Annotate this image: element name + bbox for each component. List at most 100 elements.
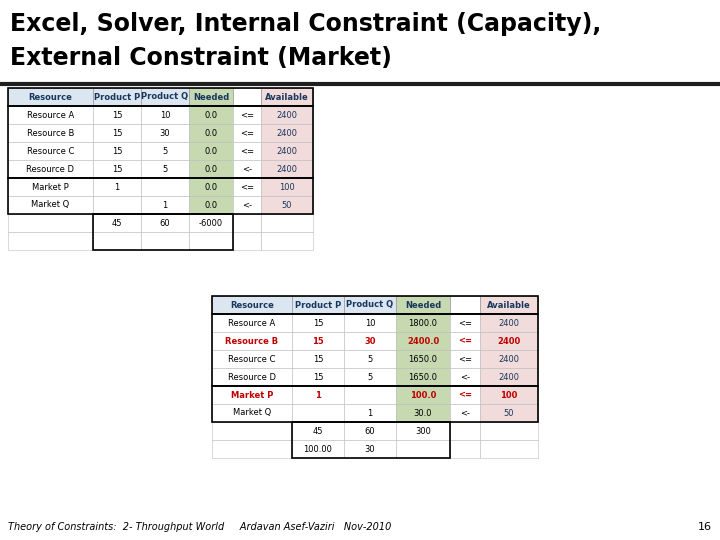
Bar <box>93 106 141 124</box>
Bar <box>292 350 344 368</box>
Bar <box>450 296 480 314</box>
Text: 0.0: 0.0 <box>204 200 217 210</box>
Bar <box>212 422 292 440</box>
Bar <box>344 314 396 332</box>
Bar <box>141 106 189 124</box>
Bar <box>93 142 141 160</box>
Bar <box>212 386 538 422</box>
Bar <box>233 106 261 124</box>
Text: 50: 50 <box>504 408 514 417</box>
Bar <box>396 440 450 458</box>
Bar <box>292 422 344 440</box>
Text: 2400: 2400 <box>498 319 520 327</box>
Text: Market P: Market P <box>32 183 69 192</box>
Bar <box>480 422 538 440</box>
Bar <box>212 350 292 368</box>
Bar <box>261 214 313 232</box>
Bar <box>292 404 344 422</box>
Bar <box>344 386 396 404</box>
Bar <box>212 314 292 332</box>
Bar <box>450 314 480 332</box>
Bar <box>8 232 93 250</box>
Text: 2400: 2400 <box>276 129 297 138</box>
Text: Resource A: Resource A <box>27 111 74 119</box>
Text: 1: 1 <box>367 408 373 417</box>
Bar <box>396 314 450 332</box>
Text: Needed: Needed <box>193 92 229 102</box>
Bar <box>189 196 233 214</box>
Bar <box>233 160 261 178</box>
Text: 300: 300 <box>415 427 431 435</box>
Bar <box>8 88 93 106</box>
Bar <box>450 422 480 440</box>
Text: 16: 16 <box>698 522 712 532</box>
Bar <box>141 88 189 106</box>
Text: Product Q: Product Q <box>346 300 394 309</box>
Bar <box>8 124 93 142</box>
Text: 10: 10 <box>160 111 170 119</box>
Text: 5: 5 <box>163 165 168 173</box>
Bar <box>8 178 313 214</box>
Bar <box>189 178 233 196</box>
Bar <box>344 368 396 386</box>
Text: 1: 1 <box>163 200 168 210</box>
Bar <box>141 142 189 160</box>
Bar <box>396 296 450 314</box>
Text: Product Q: Product Q <box>141 92 189 102</box>
Bar <box>8 106 313 178</box>
Text: 2400.0: 2400.0 <box>407 336 439 346</box>
Text: Resource D: Resource D <box>27 165 74 173</box>
Bar <box>141 196 189 214</box>
Bar <box>93 88 141 106</box>
Text: <=: <= <box>240 129 254 138</box>
Text: 45: 45 <box>312 427 323 435</box>
Text: 2400: 2400 <box>276 146 297 156</box>
Text: 1650.0: 1650.0 <box>408 354 438 363</box>
Bar <box>261 124 313 142</box>
Text: Product P: Product P <box>295 300 341 309</box>
Text: Product P: Product P <box>94 92 140 102</box>
Bar <box>344 296 396 314</box>
Bar <box>189 214 233 232</box>
Text: Resource: Resource <box>29 92 73 102</box>
Bar <box>8 106 93 124</box>
Bar <box>292 368 344 386</box>
Bar <box>344 350 396 368</box>
Text: Market Q: Market Q <box>32 200 70 210</box>
Text: <=: <= <box>240 111 254 119</box>
Bar <box>292 332 344 350</box>
Bar <box>233 142 261 160</box>
Text: 0.0: 0.0 <box>204 183 217 192</box>
Text: 2400: 2400 <box>276 111 297 119</box>
Text: 5: 5 <box>163 146 168 156</box>
Bar <box>450 332 480 350</box>
Bar <box>141 178 189 196</box>
Text: 10: 10 <box>365 319 375 327</box>
Text: 30.0: 30.0 <box>414 408 432 417</box>
Text: 30: 30 <box>160 129 171 138</box>
Bar <box>212 314 538 386</box>
Bar <box>233 232 261 250</box>
Text: Excel, Solver, Internal Constraint (Capacity),: Excel, Solver, Internal Constraint (Capa… <box>10 12 601 36</box>
Text: <-: <- <box>242 200 252 210</box>
Bar <box>189 88 233 106</box>
Bar <box>480 440 538 458</box>
Bar <box>212 368 292 386</box>
Bar <box>8 178 93 196</box>
Text: Available: Available <box>265 92 309 102</box>
Bar <box>480 386 538 404</box>
Text: Theory of Constraints:  2- Throughput World     Ardavan Asef-Vaziri   Nov-2010: Theory of Constraints: 2- Throughput Wor… <box>8 522 392 532</box>
Bar <box>93 124 141 142</box>
Bar <box>261 160 313 178</box>
Bar <box>261 88 313 106</box>
Bar <box>480 332 538 350</box>
Bar <box>396 332 450 350</box>
Bar <box>141 214 189 232</box>
Text: Resource B: Resource B <box>27 129 74 138</box>
Bar <box>212 296 538 314</box>
Bar <box>8 214 93 232</box>
Bar <box>212 404 292 422</box>
Text: 2400: 2400 <box>276 165 297 173</box>
Bar <box>480 368 538 386</box>
Bar <box>261 178 313 196</box>
